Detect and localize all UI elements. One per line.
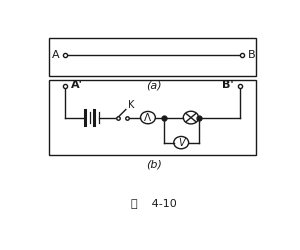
Text: B': B'	[222, 80, 234, 90]
Text: (b): (b)	[146, 159, 162, 169]
Text: B: B	[248, 50, 255, 60]
Text: (a): (a)	[146, 80, 162, 90]
Text: A: A	[52, 50, 60, 60]
Bar	[49, 38, 256, 76]
Text: 图    4-10: 图 4-10	[131, 198, 177, 208]
Text: Λ: Λ	[144, 113, 152, 123]
Bar	[49, 80, 256, 155]
Text: A': A'	[71, 80, 83, 90]
Text: K: K	[128, 100, 135, 110]
Text: V: V	[178, 138, 184, 148]
